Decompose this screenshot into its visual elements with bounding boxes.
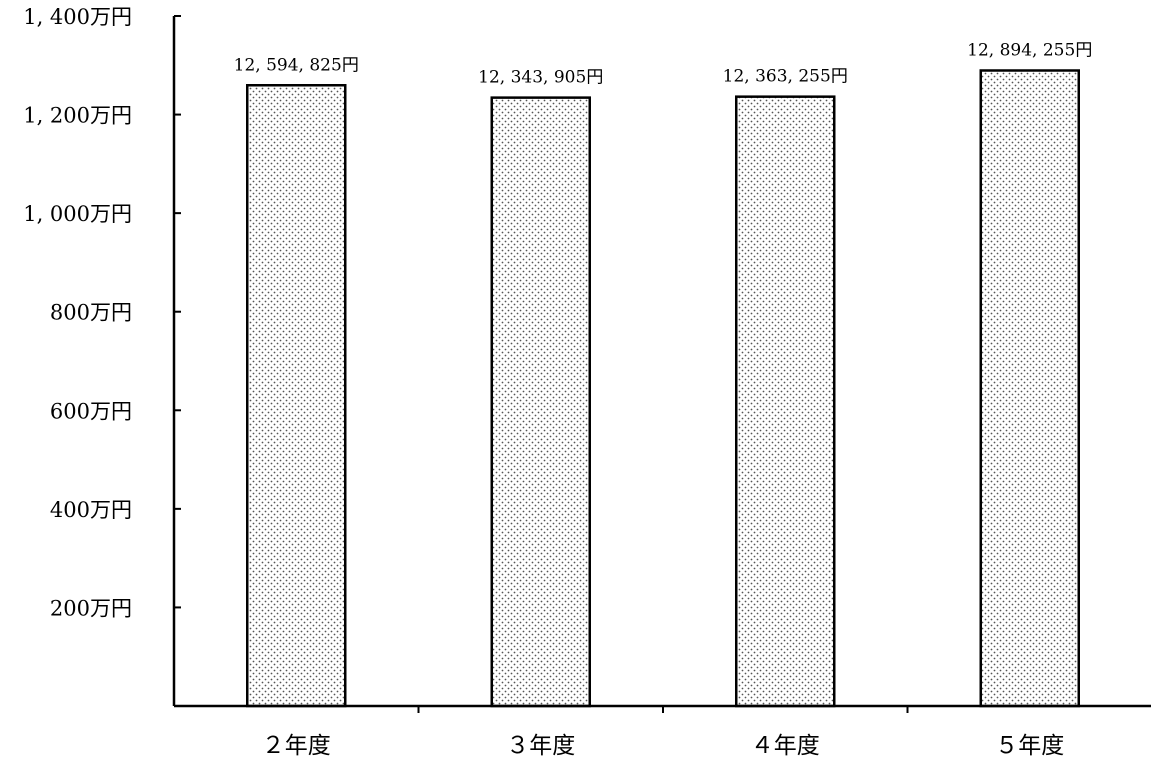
y-tick-label: 1, 400万円 [23,5,132,29]
x-tick-label: ４年度 [751,733,820,759]
x-tick-label: ５年度 [995,733,1064,759]
y-tick-label: 600万円 [50,399,132,423]
bar [490,96,591,708]
x-tick-label: ２年度 [262,733,331,759]
y-tick-label: 1, 200万円 [23,104,132,128]
bar [246,84,347,708]
data-label: 12, 363, 255円 [723,67,848,87]
y-tick-label: 200万円 [50,596,132,620]
axes-layer [172,15,1151,713]
y-tick-label: 400万円 [50,498,132,522]
bar [979,69,1080,708]
bar [735,95,836,708]
y-tick-label: 800万円 [50,301,132,325]
bars-layer [246,69,1080,708]
data-label: 12, 343, 905円 [478,68,603,88]
x-tick-label: ３年度 [506,733,575,759]
data-label: 12, 594, 825円 [234,55,359,75]
y-tick-label: 1, 000万円 [23,202,132,226]
labels-layer: 12, 594, 825円 ２年度 12, 343, 905円 ３年度 12, 363,… [23,5,1092,759]
data-label: 12, 894, 255円 [967,40,1092,60]
